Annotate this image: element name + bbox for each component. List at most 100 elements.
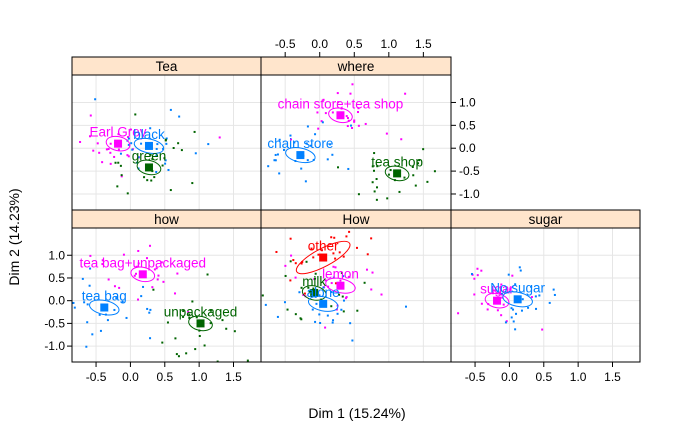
- category-marker: [336, 281, 345, 290]
- individual-point: [314, 320, 317, 323]
- individual-point: [312, 256, 315, 259]
- individual-point: [342, 255, 345, 258]
- individual-point: [276, 315, 279, 318]
- individual-point: [188, 316, 191, 319]
- individual-point: [117, 133, 120, 136]
- individual-point: [326, 314, 329, 317]
- individual-point: [299, 317, 302, 320]
- category-label: milk: [302, 274, 326, 289]
- individual-point: [375, 198, 378, 201]
- individual-point: [167, 168, 170, 171]
- individual-point: [164, 159, 167, 162]
- confidence-ellipse: [384, 165, 410, 182]
- individual-point: [101, 161, 104, 164]
- individual-point: [331, 321, 334, 324]
- individual-point: [348, 276, 351, 279]
- individual-point: [433, 170, 436, 173]
- individual-point: [331, 111, 334, 114]
- individual-point: [216, 360, 219, 362]
- individual-point: [294, 313, 297, 316]
- individual-point: [89, 254, 92, 257]
- individual-point: [157, 274, 160, 277]
- individual-point: [127, 155, 130, 158]
- individual-point: [316, 111, 319, 114]
- individual-point: [501, 296, 504, 299]
- confidence-ellipse: [89, 299, 120, 316]
- individual-point: [79, 140, 82, 143]
- x-tick-label: 0.5: [535, 370, 552, 384]
- individual-point: [290, 254, 293, 257]
- individual-point: [88, 284, 91, 287]
- individual-point: [376, 165, 379, 168]
- individual-point: [511, 274, 514, 277]
- individual-point: [91, 333, 94, 336]
- individual-point: [371, 271, 374, 274]
- x-tick-label: 0.0: [311, 37, 328, 51]
- confidence-ellipse: [133, 137, 165, 154]
- y-tick-label: -0.5: [44, 316, 65, 330]
- individual-point: [548, 301, 551, 304]
- category-marker: [393, 169, 402, 178]
- individual-point: [193, 130, 196, 133]
- individual-point: [502, 303, 505, 306]
- y-tick-label: 0.5: [459, 118, 476, 132]
- individual-point: [178, 115, 181, 118]
- individual-point: [346, 116, 349, 119]
- individual-point: [221, 319, 224, 322]
- individual-point: [286, 308, 289, 311]
- individual-points: [457, 266, 556, 331]
- y-axis-label: Dim 2 (14.23%): [6, 188, 22, 285]
- individual-point: [138, 133, 141, 136]
- individual-point: [538, 294, 541, 297]
- individual-point: [165, 142, 168, 145]
- individual-point: [289, 279, 292, 282]
- individual-point: [126, 192, 129, 195]
- individual-point: [94, 98, 97, 101]
- individual-point: [353, 119, 356, 122]
- individual-point: [300, 262, 303, 265]
- individual-point: [264, 303, 267, 306]
- individual-point: [161, 341, 164, 344]
- individual-point: [161, 164, 164, 167]
- individual-point: [114, 161, 117, 164]
- individual-point: [307, 286, 310, 289]
- individual-point: [305, 260, 308, 263]
- individual-point: [115, 297, 118, 300]
- individual-point: [298, 291, 301, 294]
- individual-point: [326, 158, 329, 161]
- individual-point: [174, 337, 177, 340]
- individual-point: [342, 310, 345, 313]
- y-tick-label: 0.0: [459, 141, 476, 155]
- individual-point: [155, 267, 158, 270]
- individual-point: [338, 293, 341, 296]
- confidence-ellipse: [105, 135, 131, 152]
- panel-frame: [71, 74, 262, 211]
- x-tick-label: 1.5: [415, 37, 432, 51]
- individual-point: [320, 120, 323, 123]
- individual-point: [521, 298, 524, 301]
- individual-point: [338, 251, 341, 254]
- individual-point: [386, 197, 389, 200]
- individual-point: [105, 148, 108, 151]
- category-label: No.sugar: [490, 280, 545, 295]
- individual-point: [335, 308, 338, 311]
- category-label: tea bag: [82, 288, 127, 303]
- individual-point: [504, 321, 507, 324]
- individual-point: [337, 166, 340, 169]
- individual-point: [332, 319, 335, 322]
- individual-point: [312, 287, 315, 290]
- individual-point: [509, 287, 512, 290]
- panel-strip-title: where: [337, 59, 375, 74]
- individual-point: [305, 142, 308, 145]
- confidence-ellipse: [136, 159, 162, 176]
- individual-point: [314, 133, 317, 136]
- individual-point: [122, 253, 125, 256]
- individual-point: [155, 147, 158, 150]
- individual-point: [274, 159, 277, 162]
- individual-point: [336, 92, 339, 95]
- individual-point: [119, 152, 122, 155]
- individual-point: [332, 265, 335, 268]
- individual-point: [351, 339, 354, 342]
- individual-point: [289, 134, 292, 137]
